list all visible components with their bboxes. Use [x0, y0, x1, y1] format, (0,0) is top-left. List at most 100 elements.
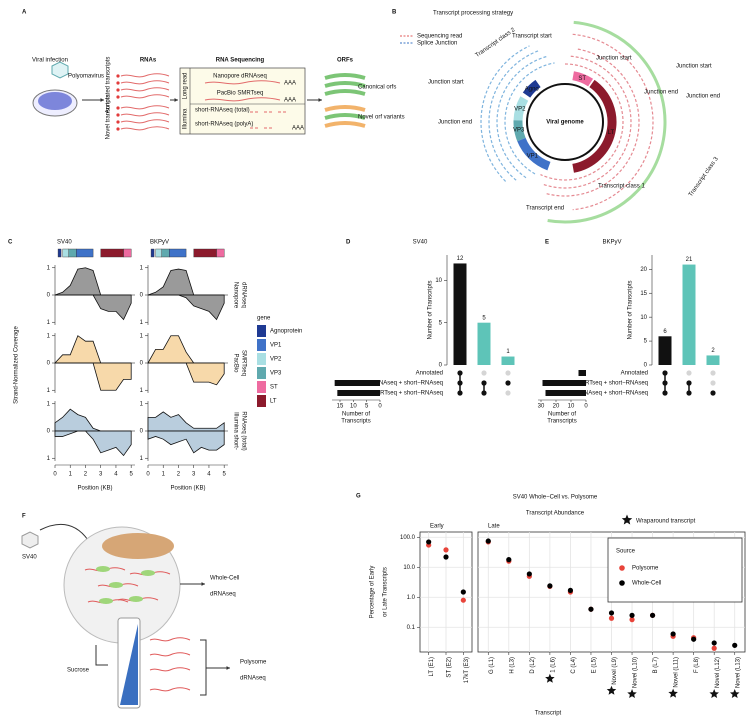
value-label: 2 [711, 348, 715, 354]
point [443, 554, 449, 560]
label: Polysome [240, 660, 267, 666]
point [443, 547, 449, 553]
point [426, 539, 432, 545]
facet-label: Early [430, 524, 444, 530]
junction-arc [488, 50, 540, 181]
matrix-dot-empty [505, 390, 511, 396]
coverage-area [54, 267, 132, 296]
point [506, 557, 512, 563]
y-tick-label: 0 [140, 361, 144, 367]
orf-arc [324, 89, 366, 96]
junction-arc [504, 62, 555, 175]
orf-arc [324, 81, 366, 88]
polya-label: AAA [284, 98, 296, 104]
y-tick-label: 1 [47, 401, 51, 407]
gene-label: VP3 [513, 128, 525, 134]
label: Polyomavirus [68, 74, 104, 80]
chart-title: Transcript Abundance [526, 511, 585, 517]
panel-letter: F [22, 514, 26, 520]
matrix-dot [710, 390, 716, 396]
x-tick-label: ST (E2) [447, 657, 453, 678]
set-axis-label: Number of [342, 412, 370, 418]
bar [658, 336, 672, 365]
wraparound-star [709, 689, 719, 699]
gene-label: Agno [525, 86, 540, 92]
point [629, 612, 635, 618]
cap-dot [116, 88, 120, 92]
cap-dot [116, 74, 120, 78]
chart-title: BKPyV [150, 240, 169, 246]
legend-label: VP3 [270, 371, 282, 377]
x-tick-label: 0 [146, 472, 150, 478]
facet-label: Late [488, 524, 500, 530]
y-tick-label: 1 [140, 333, 144, 339]
arrow-curve [39, 523, 89, 541]
wraparound-star [606, 685, 617, 695]
point [526, 571, 532, 577]
coverage-area [148, 294, 225, 321]
transcript-line [204, 80, 281, 85]
nucleus [102, 533, 174, 559]
legend-box [607, 537, 743, 603]
ribosome [96, 566, 110, 572]
legend-swatch [257, 353, 266, 365]
y-tick-label: 0.1 [407, 625, 416, 631]
y-axis-label: or Late Transcripts [383, 567, 389, 617]
gene-arc [513, 120, 526, 142]
y-tick-label: 1.0 [407, 595, 416, 601]
label: Illumina [183, 108, 189, 129]
y-axis-label: Strand-Normalized Coverage [14, 325, 20, 403]
label: short-RNAseq (polyA) [195, 122, 253, 128]
x-tick-label: Novel (L12) [715, 657, 721, 688]
x-tick-label: 1 (L6) [550, 657, 556, 673]
transcript-line [149, 687, 191, 692]
gradient [120, 624, 138, 705]
label: dRNAseq [240, 676, 266, 682]
set-size-bar [337, 390, 380, 396]
orf-arc [324, 73, 366, 80]
legend-swatch [257, 395, 266, 407]
x-tick-label: 2 [177, 472, 181, 478]
panel-letter: C [8, 240, 13, 246]
virus-icon [21, 531, 39, 549]
gene-track [161, 248, 170, 258]
y-tick-label: 1 [140, 401, 144, 407]
ribosome [141, 570, 155, 576]
matrix-dot-empty [481, 370, 487, 376]
read-arc [542, 55, 632, 189]
point [711, 645, 717, 651]
label: Viral infection [32, 58, 68, 64]
label: ORFs [337, 58, 354, 64]
orf-arc [324, 105, 366, 112]
set-size-bar [542, 380, 586, 386]
class-label: Transcript class 2 [475, 27, 517, 59]
gene-label: LT [608, 130, 615, 136]
set-label: SMRTseq + short−RNAseq [576, 381, 648, 387]
legend-label: Wraparound transcript [636, 519, 696, 525]
gene-arc [572, 79, 617, 173]
seq-box [179, 67, 306, 135]
point [588, 606, 594, 612]
junction-arc [496, 55, 548, 179]
coverage-area [147, 268, 225, 296]
gene-track [169, 248, 187, 258]
matrix-dot-empty [710, 370, 716, 376]
read-arc [540, 63, 624, 181]
y-tick-label: 1 [47, 333, 51, 339]
set-tick-label: 10 [568, 404, 575, 410]
value-label: 6 [663, 329, 667, 335]
y-tick-label: 1 [47, 456, 51, 462]
legend-swatch [619, 565, 625, 571]
row-label: RNAseq (total) [240, 411, 246, 450]
matrix-dot [457, 370, 463, 376]
label: PacBio SMRTseq [217, 91, 264, 97]
panel-letter: G [356, 494, 361, 500]
label: dRNAseq [210, 592, 236, 598]
legend-star [621, 514, 633, 525]
coverage-area [147, 430, 225, 454]
point [485, 538, 491, 544]
arrow-head [318, 98, 322, 102]
label: short-RNAseq (total) [195, 108, 250, 114]
set-tick-label: 15 [337, 404, 344, 410]
